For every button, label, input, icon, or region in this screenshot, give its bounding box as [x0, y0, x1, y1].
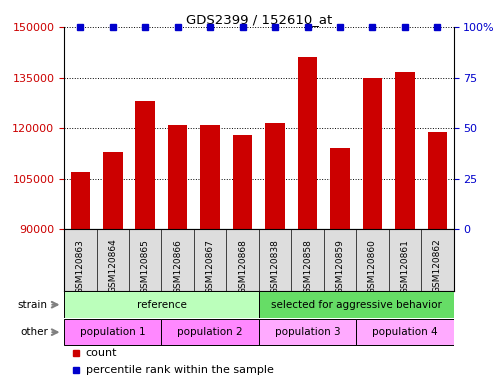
Text: GSM120868: GSM120868 [238, 239, 247, 293]
Bar [64, 319, 161, 345]
Text: GSM120860: GSM120860 [368, 239, 377, 293]
Bar [427, 132, 447, 230]
Text: population 2: population 2 [177, 327, 243, 337]
Bar [259, 319, 356, 345]
Text: GSM120862: GSM120862 [433, 239, 442, 293]
Bar [233, 135, 252, 230]
Bar [363, 78, 382, 230]
Bar [356, 319, 454, 345]
Bar [265, 123, 285, 230]
Text: GSM120838: GSM120838 [271, 239, 280, 293]
Text: GSM120863: GSM120863 [76, 239, 85, 293]
Bar [200, 125, 220, 230]
Text: GSM120864: GSM120864 [108, 239, 117, 293]
Text: GSM120858: GSM120858 [303, 239, 312, 293]
Text: percentile rank within the sample: percentile rank within the sample [85, 365, 274, 375]
Text: population 1: population 1 [80, 327, 145, 337]
Text: GSM120865: GSM120865 [141, 239, 150, 293]
Bar [136, 101, 155, 230]
Text: strain: strain [18, 300, 48, 310]
Text: count: count [85, 348, 117, 358]
Bar [168, 125, 187, 230]
Text: population 3: population 3 [275, 327, 340, 337]
Bar [103, 152, 122, 230]
Bar [64, 291, 259, 318]
Text: GSM120866: GSM120866 [173, 239, 182, 293]
Text: reference: reference [137, 300, 186, 310]
Bar [70, 172, 90, 230]
Text: other: other [20, 327, 48, 337]
Bar [395, 73, 415, 230]
Text: population 4: population 4 [372, 327, 438, 337]
Bar [161, 319, 259, 345]
Text: GSM120867: GSM120867 [206, 239, 214, 293]
Bar [298, 57, 317, 230]
Text: GSM120861: GSM120861 [400, 239, 409, 293]
Title: GDS2399 / 152610_at: GDS2399 / 152610_at [186, 13, 332, 26]
Bar [330, 149, 350, 230]
Text: selected for aggressive behavior: selected for aggressive behavior [271, 300, 442, 310]
Text: GSM120859: GSM120859 [335, 239, 345, 293]
Bar [259, 291, 454, 318]
